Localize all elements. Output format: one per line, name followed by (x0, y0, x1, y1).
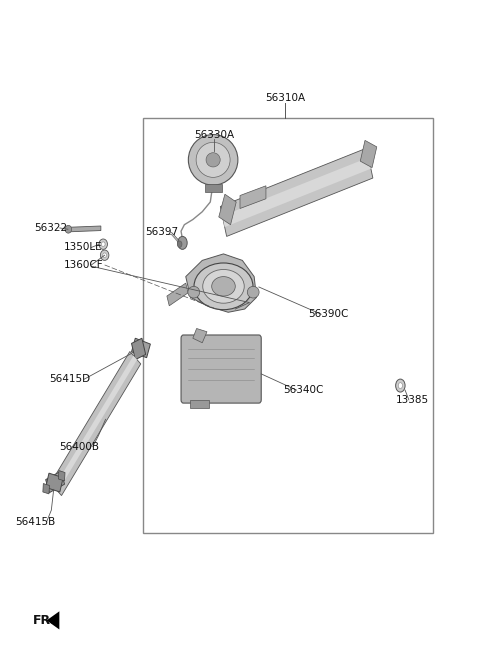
Ellipse shape (203, 269, 244, 303)
Text: 1350LE: 1350LE (64, 242, 103, 252)
Polygon shape (43, 484, 49, 494)
Text: 56415D: 56415D (48, 374, 90, 384)
Ellipse shape (178, 237, 187, 250)
Polygon shape (132, 338, 150, 357)
Ellipse shape (206, 152, 220, 167)
Polygon shape (186, 254, 256, 312)
Polygon shape (50, 351, 141, 495)
Text: FR.: FR. (33, 614, 56, 627)
Text: 13385: 13385 (396, 395, 429, 405)
Polygon shape (54, 355, 137, 491)
Polygon shape (191, 400, 209, 407)
Polygon shape (360, 141, 377, 168)
Ellipse shape (247, 286, 259, 298)
Ellipse shape (103, 253, 107, 258)
Polygon shape (132, 338, 145, 359)
Ellipse shape (101, 242, 105, 246)
Polygon shape (222, 158, 371, 227)
Polygon shape (204, 185, 222, 193)
Polygon shape (47, 611, 60, 629)
Text: 56330A: 56330A (194, 130, 234, 140)
Ellipse shape (188, 135, 238, 185)
Text: 56340C: 56340C (284, 385, 324, 395)
Bar (144, 118, 433, 533)
Ellipse shape (65, 225, 72, 233)
Polygon shape (219, 194, 236, 225)
Text: 56390C: 56390C (309, 309, 349, 319)
FancyBboxPatch shape (181, 335, 261, 403)
Text: 1360CF: 1360CF (63, 260, 103, 270)
Text: 56310A: 56310A (265, 93, 305, 103)
Text: 56400B: 56400B (60, 442, 100, 451)
Ellipse shape (100, 250, 109, 260)
Polygon shape (167, 283, 188, 306)
Text: 56397: 56397 (145, 227, 179, 237)
Ellipse shape (398, 382, 403, 388)
Ellipse shape (194, 263, 253, 309)
Ellipse shape (188, 286, 200, 298)
Ellipse shape (212, 277, 235, 296)
Text: 56322: 56322 (34, 223, 67, 233)
Polygon shape (46, 473, 63, 492)
Polygon shape (68, 226, 101, 232)
Polygon shape (59, 470, 65, 481)
Polygon shape (240, 186, 266, 208)
Polygon shape (220, 148, 373, 237)
Text: 56415B: 56415B (15, 517, 55, 527)
Polygon shape (193, 328, 207, 343)
Ellipse shape (196, 143, 230, 177)
Ellipse shape (177, 241, 182, 248)
Ellipse shape (99, 239, 108, 250)
Polygon shape (46, 471, 64, 493)
Ellipse shape (396, 379, 405, 392)
